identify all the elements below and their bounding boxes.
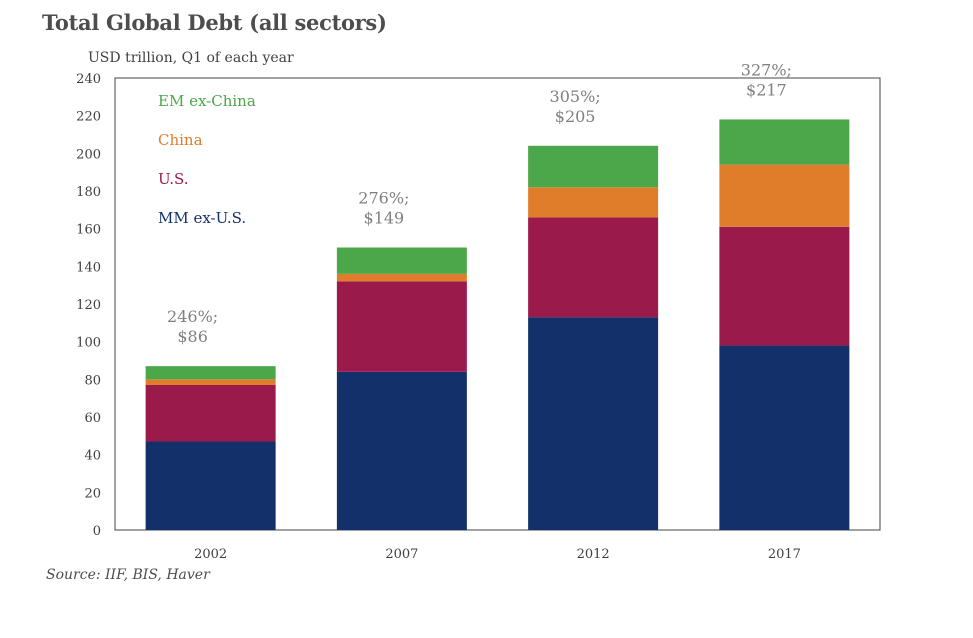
plot-frame (114, 77, 881, 531)
bar-segment-u-s-2002 (145, 384, 276, 442)
x-tick-label: 2007 (385, 547, 418, 562)
bar-segment-em-ex-china-2012 (528, 145, 659, 188)
y-tick-label: 180 (76, 185, 101, 200)
bar-segment-mm-ex-u-s-2002 (145, 441, 276, 530)
legend-entry-u-s: U.S. (158, 170, 189, 188)
annotation-value: $149 (364, 209, 405, 228)
bar-segment-mm-ex-u-s-2007 (336, 371, 467, 530)
annotation-value: $217 (746, 80, 787, 99)
y-tick-label: 120 (76, 298, 101, 313)
x-tick-label: 2017 (768, 547, 801, 562)
bar-segment-em-ex-china-2017 (719, 119, 850, 165)
bar-segment-china-2007 (336, 273, 467, 282)
y-tick-label: 200 (76, 147, 101, 162)
legend-entry-china: China (158, 131, 203, 149)
annotation-value: $86 (177, 327, 208, 346)
bar-segment-em-ex-china-2002 (145, 366, 276, 380)
bar-segment-em-ex-china-2007 (336, 247, 467, 274)
chart-title: Total Global Debt (all sectors) (42, 10, 387, 35)
x-tick-label: 2012 (577, 547, 610, 562)
x-tick-label: 2002 (194, 547, 227, 562)
y-tick-label: 0 (93, 524, 101, 539)
y-tick-label: 140 (76, 260, 101, 275)
bar-segment-china-2017 (719, 164, 850, 227)
legend-entry-mm-ex-u-s: MM ex-U.S. (158, 209, 246, 227)
bar-segment-u-s-2012 (528, 217, 659, 318)
annotation-value: $205 (555, 107, 596, 126)
y-tick-label: 240 (76, 72, 101, 87)
bar-segment-china-2012 (528, 187, 659, 218)
y-tick-label: 160 (76, 223, 101, 238)
y-tick-label: 220 (76, 110, 101, 125)
bar-segment-mm-ex-u-s-2012 (528, 317, 659, 530)
chart-source: Source: IIF, BIS, Haver (46, 567, 210, 583)
chart-subtitle: USD trillion, Q1 of each year (88, 50, 294, 66)
bar-segment-china-2002 (145, 379, 276, 385)
bar-segment-mm-ex-u-s-2017 (719, 345, 850, 530)
y-tick-label: 20 (84, 486, 101, 501)
annotation-percent: 305%; (550, 87, 601, 106)
y-tick-label: 100 (76, 336, 101, 351)
bar-segment-u-s-2017 (719, 226, 850, 346)
annotation-percent: 327%; (741, 60, 792, 79)
y-tick-label: 40 (84, 449, 101, 464)
annotation-percent: 276%; (358, 189, 409, 208)
annotation-percent: 246%; (167, 307, 218, 326)
y-tick-label: 80 (84, 373, 101, 388)
y-tick-label: 60 (84, 411, 101, 426)
bar-segment-u-s-2007 (336, 281, 467, 372)
legend-entry-em-ex-china: EM ex-China (158, 92, 256, 110)
